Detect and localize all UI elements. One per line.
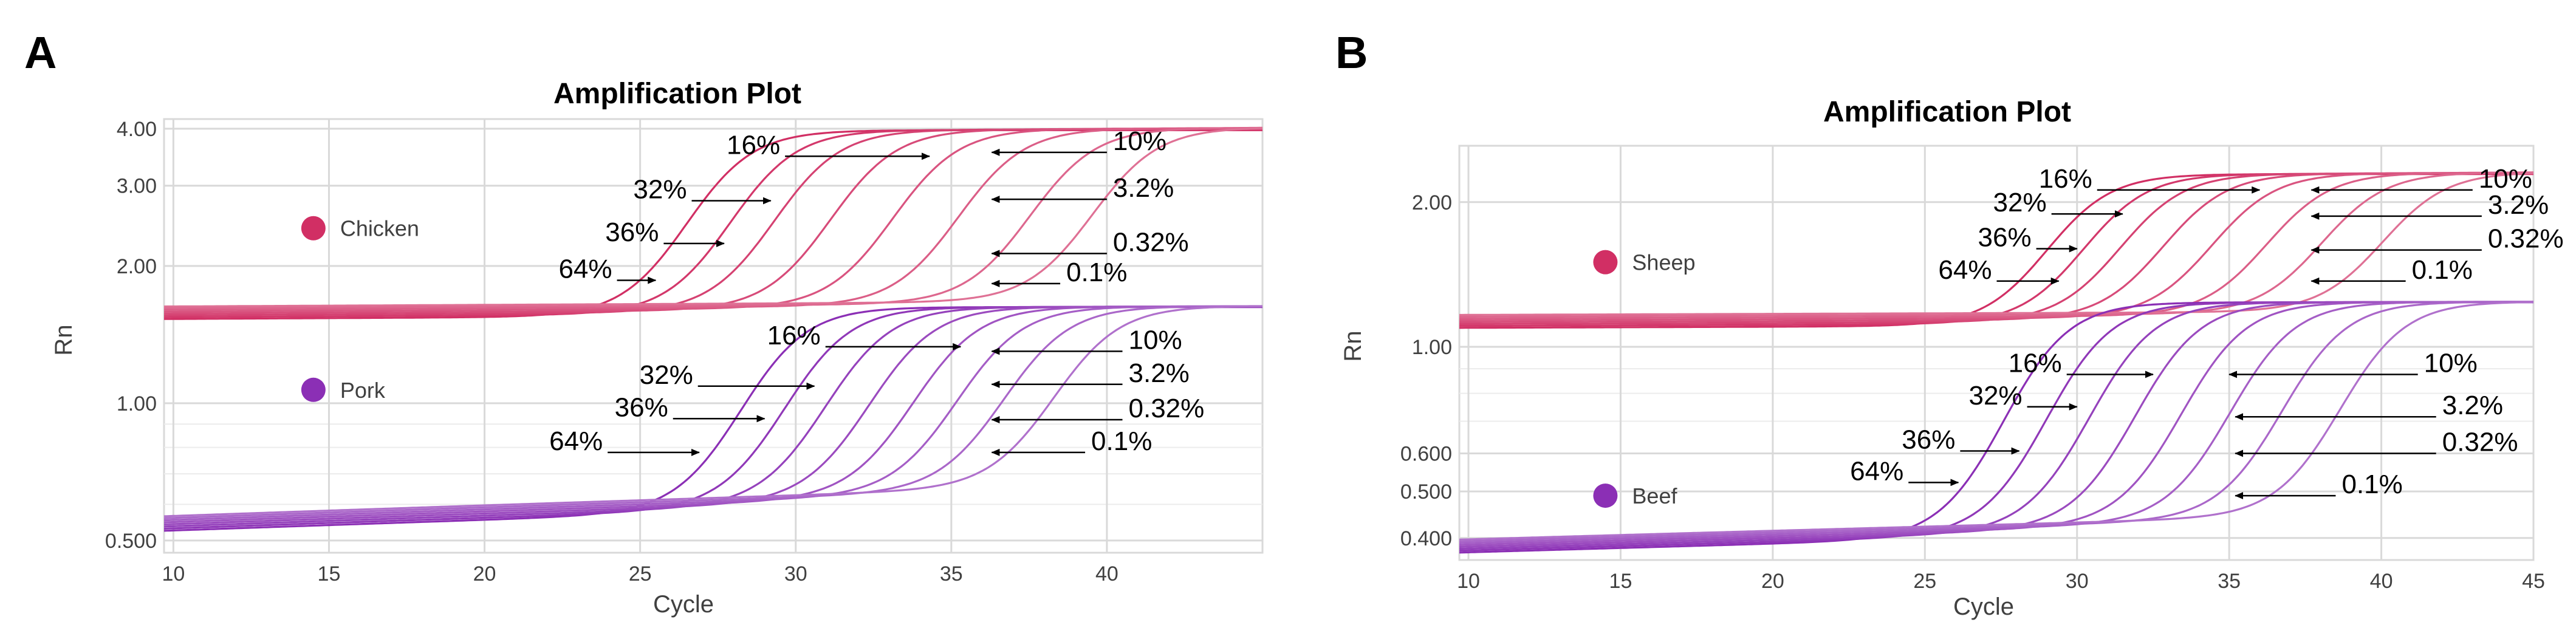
chart-title: Amplification Plot [553,78,801,110]
x-tick-label: 35 [2218,570,2241,593]
x-tick-label: 35 [940,562,963,586]
annotation-label: 16% [2039,164,2092,194]
x-tick-label: 10 [162,562,185,586]
annotation-label: 32% [640,360,693,390]
x-axis-label: Cycle [1953,593,2014,620]
y-tick-label: 2.00 [1412,191,1452,214]
amplification-curve [164,305,1262,519]
amplification-curve [1459,301,2533,542]
annotation-label: 16% [767,321,821,350]
amplification-curve [1459,301,2533,544]
x-tick-label: 25 [1913,570,1936,593]
amplification-curve [1459,172,2533,316]
x-tick-label: 15 [318,562,341,586]
y-axis-label: Rn [50,324,77,355]
annotation-label: 64% [1938,255,1992,285]
legend-marker [301,377,326,402]
legend-label: Pork [340,378,386,403]
annotation-label: 0.1% [2412,255,2473,285]
panel-label: B [1335,27,1368,78]
x-tick-label: 20 [1761,570,1784,593]
amplification-curve [1459,171,2533,319]
amplification-curve [1459,301,2533,541]
y-tick-label: 1.00 [1412,336,1452,359]
y-tick-label: 1.00 [117,392,157,415]
chart-title: Amplification Plot [1823,96,2071,128]
annotation-label: 36% [615,392,668,422]
y-tick-label: 0.500 [1400,480,1452,504]
y-tick-label: 3.00 [117,175,157,198]
annotation-label: 36% [1902,425,1955,454]
x-tick-label: 30 [2066,570,2089,593]
legend-marker [1593,250,1618,275]
x-tick-label: 40 [1095,562,1118,586]
annotation-label: 36% [1978,222,2032,252]
amplification-curve [1459,171,2533,321]
annotation-label: 0.1% [1066,258,1127,287]
x-tick-label: 10 [1457,570,1480,593]
amplification-curve [164,127,1262,308]
x-axis-label: Cycle [653,591,714,618]
annotation-label: 64% [558,254,612,284]
amplification-plot-chart-b: Amplification Plot Cycle Rn 0.400 0.500 0.… [1340,96,2564,620]
annotation-label: 3.2% [2488,190,2549,220]
amplification-curve [1459,171,2533,318]
x-tick-label: 40 [2370,570,2393,593]
x-tick-label: 30 [784,562,807,586]
x-tick-label: 45 [2522,570,2545,593]
annotation-label: 3.2% [1113,173,1174,203]
annotation-label: 0.32% [2488,224,2564,254]
legend-label: Sheep [1632,250,1695,275]
amplification-curve [164,305,1262,524]
annotation-label: 64% [549,426,603,456]
y-tick-label: 0.500 [105,530,157,553]
annotation-label: 10% [2479,164,2532,194]
amplification-curve [164,126,1262,309]
amplification-curve [164,305,1262,522]
annotation-label: 64% [1850,456,1903,486]
y-tick-label: 4.00 [117,118,157,141]
annotation-label: 0.32% [1113,227,1189,257]
y-tick-label: 0.600 [1400,442,1452,465]
legend-label: Chicken [340,216,419,241]
annotation-label: 32% [1993,188,2047,217]
curves-layer [1459,171,2533,554]
curves-layer [164,126,1262,532]
y-axis-label: Rn [1340,330,1366,361]
annotation-label: 3.2% [1129,358,1190,388]
x-tick-label: 25 [629,562,652,586]
legend-marker [301,216,326,241]
annotation-label: 0.1% [2341,470,2402,499]
amplification-plot-chart-a: Amplification Plot Cycle Rn 0.500 1.00 2.0… [50,78,1264,618]
y-tick-label: 0.400 [1400,527,1452,550]
annotation-label: 32% [1968,381,2022,411]
annotation-label: 16% [727,130,780,160]
annotation-label: 10% [2424,348,2478,378]
x-tick-label: 15 [1609,570,1632,593]
annotation-label: 10% [1113,126,1166,156]
annotation-label: 10% [1129,325,1182,355]
annotation-label: 36% [605,217,659,247]
amplification-curve [164,305,1262,517]
y-tick-label: 2.00 [117,255,157,278]
annotation-label: 0.32% [1129,394,1205,423]
plot-area [163,118,1264,554]
panel-b: B Amplification Plot Cycle Rn 0.400 0.500… [1288,0,2576,639]
panel-a: A Amplification Plot Cycle Rn 0.500 1.00 2… [0,0,1288,639]
annotation-label: 16% [2009,348,2062,378]
amplification-curve [164,128,1262,313]
panel-label: A [24,27,57,78]
amplification-curve [1459,172,2533,324]
legend-label: Beef [1632,483,1677,508]
legend-marker [1593,483,1618,508]
amplification-curve [1459,301,2533,546]
annotation-label: 3.2% [2442,391,2503,420]
annotation-label: 32% [633,175,687,205]
amplification-curve [164,127,1262,311]
x-tick-label: 20 [473,562,496,586]
annotation-label: 0.32% [2442,427,2518,457]
annotation-label: 0.1% [1091,426,1152,456]
